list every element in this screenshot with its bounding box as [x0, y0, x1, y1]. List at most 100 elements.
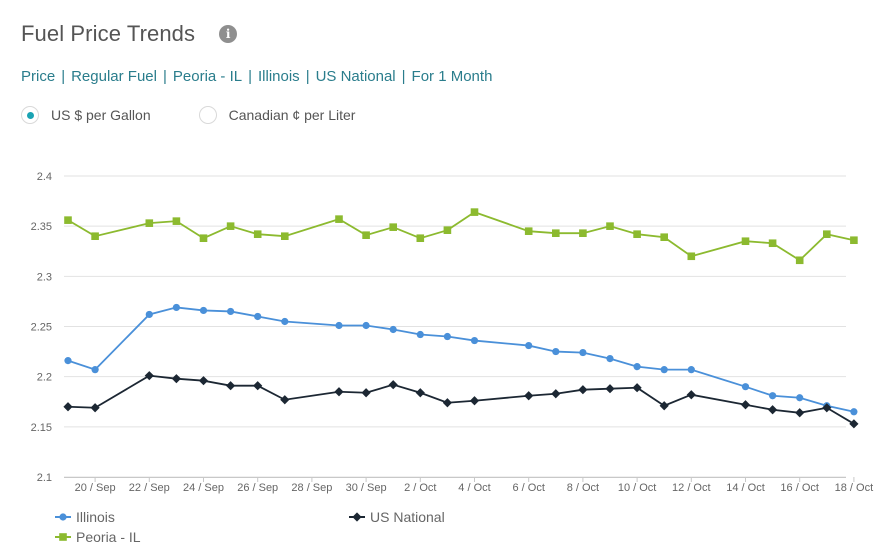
- data-point-us-national: [687, 390, 696, 399]
- data-point-us-national: [280, 395, 289, 404]
- data-point-peoria-il: [660, 233, 668, 241]
- unit-label-usd-gallon: US $ per Gallon: [51, 107, 151, 123]
- legend-label-peoria-il: Peoria - IL: [76, 529, 141, 545]
- y-tick-label: 2.1: [37, 472, 52, 484]
- data-point-us-national: [578, 385, 587, 394]
- breadcrumb-separator: |: [402, 68, 406, 85]
- x-tick-label: 26 / Sep: [237, 482, 278, 494]
- data-point-peoria-il: [335, 215, 343, 223]
- info-icon[interactable]: i: [219, 25, 237, 43]
- data-point-peoria-il: [146, 219, 154, 227]
- data-point-illinois: [471, 337, 478, 344]
- breadcrumb-item[interactable]: For 1 Month: [412, 68, 493, 85]
- data-point-us-national: [551, 389, 560, 398]
- x-tick-label: 12 / Oct: [672, 482, 711, 494]
- data-point-illinois: [417, 331, 424, 338]
- data-point-illinois: [254, 313, 261, 320]
- unit-option-cad-liter[interactable]: Canadian ¢ per Liter: [199, 106, 356, 124]
- data-point-us-national: [795, 408, 804, 417]
- data-point-peoria-il: [91, 232, 99, 240]
- breadcrumb-separator: |: [306, 68, 310, 85]
- data-point-us-national: [389, 380, 398, 389]
- series-line-illinois: [68, 307, 854, 411]
- x-tick-label: 16 / Oct: [780, 482, 819, 494]
- data-point-peoria-il: [579, 229, 587, 237]
- data-point-illinois: [525, 342, 532, 349]
- data-point-peoria-il: [389, 223, 397, 231]
- series-line-peoria-il: [68, 212, 854, 260]
- legend-label-illinois: Illinois: [76, 509, 115, 525]
- y-tick-label: 2.4: [37, 171, 52, 183]
- data-point-illinois: [173, 304, 180, 311]
- data-point-us-national: [226, 381, 235, 390]
- data-point-peoria-il: [796, 256, 804, 264]
- data-point-peoria-il: [227, 222, 235, 230]
- data-point-us-national: [605, 384, 614, 393]
- data-point-peoria-il: [200, 234, 208, 242]
- unit-selector: US $ per Gallon Canadian ¢ per Liter: [21, 106, 355, 124]
- radio-selected-dot: [27, 112, 34, 119]
- y-tick-label: 2.3: [37, 271, 52, 283]
- data-point-illinois: [579, 349, 586, 356]
- y-tick-label: 2.2: [37, 372, 52, 384]
- data-point-us-national: [172, 374, 181, 383]
- x-tick-label: 10 / Oct: [618, 482, 657, 494]
- page-title: Fuel Price Trends: [21, 21, 195, 47]
- breadcrumb-item[interactable]: US National: [316, 68, 396, 85]
- data-point-peoria-il: [823, 230, 831, 238]
- data-point-us-national: [443, 398, 452, 407]
- x-tick-label: 28 / Sep: [291, 482, 332, 494]
- unit-option-usd-gallon[interactable]: US $ per Gallon: [21, 106, 151, 124]
- data-point-us-national: [145, 371, 154, 380]
- data-point-illinois: [335, 322, 342, 329]
- data-point-peoria-il: [471, 208, 479, 216]
- data-point-peoria-il: [254, 230, 262, 238]
- breadcrumb-separator: |: [163, 68, 167, 85]
- breadcrumb-item[interactable]: Illinois: [258, 68, 300, 85]
- data-point-illinois: [742, 383, 749, 390]
- x-tick-label: 8 / Oct: [567, 482, 599, 494]
- data-point-illinois: [200, 307, 207, 314]
- x-tick-label: 24 / Sep: [183, 482, 224, 494]
- x-tick-label: 2 / Oct: [404, 482, 436, 494]
- x-tick-label: 30 / Sep: [346, 482, 387, 494]
- breadcrumb-item[interactable]: Peoria - IL: [173, 68, 242, 85]
- x-tick-label: 14 / Oct: [726, 482, 765, 494]
- x-tick-label: 6 / Oct: [512, 482, 544, 494]
- data-point-peoria-il: [552, 229, 560, 237]
- breadcrumb-item[interactable]: Price: [21, 68, 55, 85]
- unit-label-cad-liter: Canadian ¢ per Liter: [229, 107, 356, 123]
- radio-cad-liter[interactable]: [199, 106, 217, 124]
- legend-label-us-national: US National: [370, 509, 445, 525]
- breadcrumb-item[interactable]: Regular Fuel: [71, 68, 157, 85]
- title-row: Fuel Price Trends i: [21, 20, 237, 48]
- x-tick-label: 20 / Sep: [75, 482, 116, 494]
- data-point-us-national: [362, 388, 371, 397]
- data-point-illinois: [92, 366, 99, 373]
- data-point-illinois: [227, 308, 234, 315]
- legend-marker-peoria-il: [59, 533, 67, 541]
- data-point-illinois: [634, 363, 641, 370]
- data-point-illinois: [850, 408, 857, 415]
- data-point-illinois: [146, 311, 153, 318]
- data-point-us-national: [768, 405, 777, 414]
- y-tick-label: 2.15: [31, 422, 52, 434]
- data-point-illinois: [796, 394, 803, 401]
- legend-marker-illinois: [59, 513, 66, 520]
- fuel-price-chart: 2.1 2.15 2.2 2.25 2.3 2.35 2.4 20 / Sep 22 / Sep…: [0, 150, 886, 558]
- data-point-illinois: [390, 326, 397, 333]
- x-tick-label: 4 / Oct: [458, 482, 490, 494]
- data-point-peoria-il: [525, 227, 533, 235]
- data-point-us-national: [524, 391, 533, 400]
- breadcrumb: Price | Regular Fuel | Peoria - IL | Illinois |…: [21, 68, 492, 85]
- data-point-peoria-il: [769, 239, 777, 247]
- breadcrumb-separator: |: [61, 68, 65, 85]
- data-point-us-national: [334, 387, 343, 396]
- data-point-peoria-il: [362, 231, 370, 239]
- data-point-peoria-il: [850, 236, 858, 244]
- data-point-illinois: [64, 357, 71, 364]
- data-point-illinois: [661, 366, 668, 373]
- y-tick-label: 2.35: [31, 221, 52, 233]
- radio-usd-gallon[interactable]: [21, 106, 39, 124]
- data-point-illinois: [552, 348, 559, 355]
